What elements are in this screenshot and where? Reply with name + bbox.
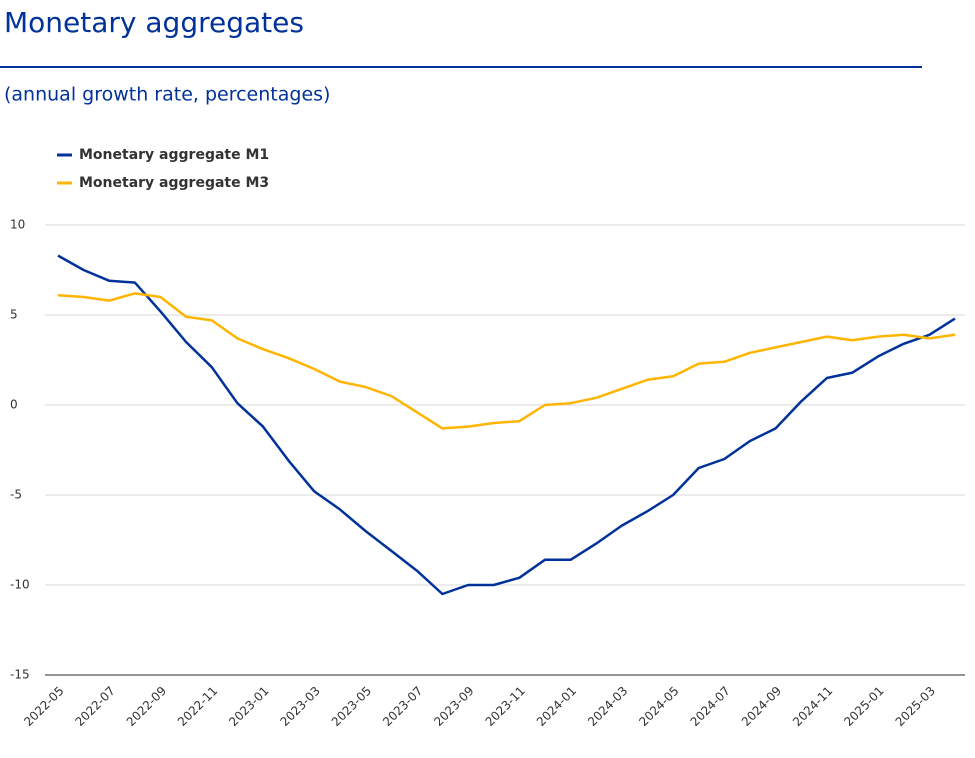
y-tick-label: 0 <box>10 398 18 412</box>
y-tick-label: -10 <box>10 578 30 592</box>
chart-title: Monetary aggregates <box>4 6 304 39</box>
x-tick-label: 2024-01 <box>534 684 579 729</box>
x-tick-label: 2022-07 <box>72 684 117 729</box>
x-tick-label: 2023-05 <box>329 684 374 729</box>
y-tick-label: -15 <box>10 668 30 682</box>
x-tick-label: 2024-11 <box>790 684 835 729</box>
x-tick-label: 2023-07 <box>380 684 425 729</box>
x-tick-label: 2023-03 <box>278 684 323 729</box>
series-line <box>57 292 956 430</box>
legend-label: Monetary aggregate M3 <box>79 175 269 191</box>
y-tick-label: 5 <box>10 308 18 322</box>
chart-subtitle: (annual growth rate, percentages) <box>4 84 330 106</box>
x-tick-label: 2022-09 <box>124 684 169 729</box>
x-tick-label: 2022-05 <box>21 684 66 729</box>
legend-label: Monetary aggregate M1 <box>79 147 269 163</box>
x-tick-label: 2023-01 <box>226 684 271 729</box>
y-tick-label: -5 <box>10 488 22 502</box>
x-tick-label: 2024-09 <box>739 684 784 729</box>
x-tick-label: 2024-05 <box>636 684 681 729</box>
series-line <box>57 254 956 596</box>
x-tick-label: 2025-01 <box>841 684 886 729</box>
x-tick-label: 2023-09 <box>431 684 476 729</box>
x-tick-label: 2024-07 <box>688 684 733 729</box>
x-tick-label: 2022-11 <box>175 684 220 729</box>
x-tick-label: 2024-03 <box>585 684 630 729</box>
y-tick-label: 10 <box>10 218 25 232</box>
x-tick-label: 2023-11 <box>483 684 528 729</box>
x-tick-label: 2025-03 <box>893 684 938 729</box>
